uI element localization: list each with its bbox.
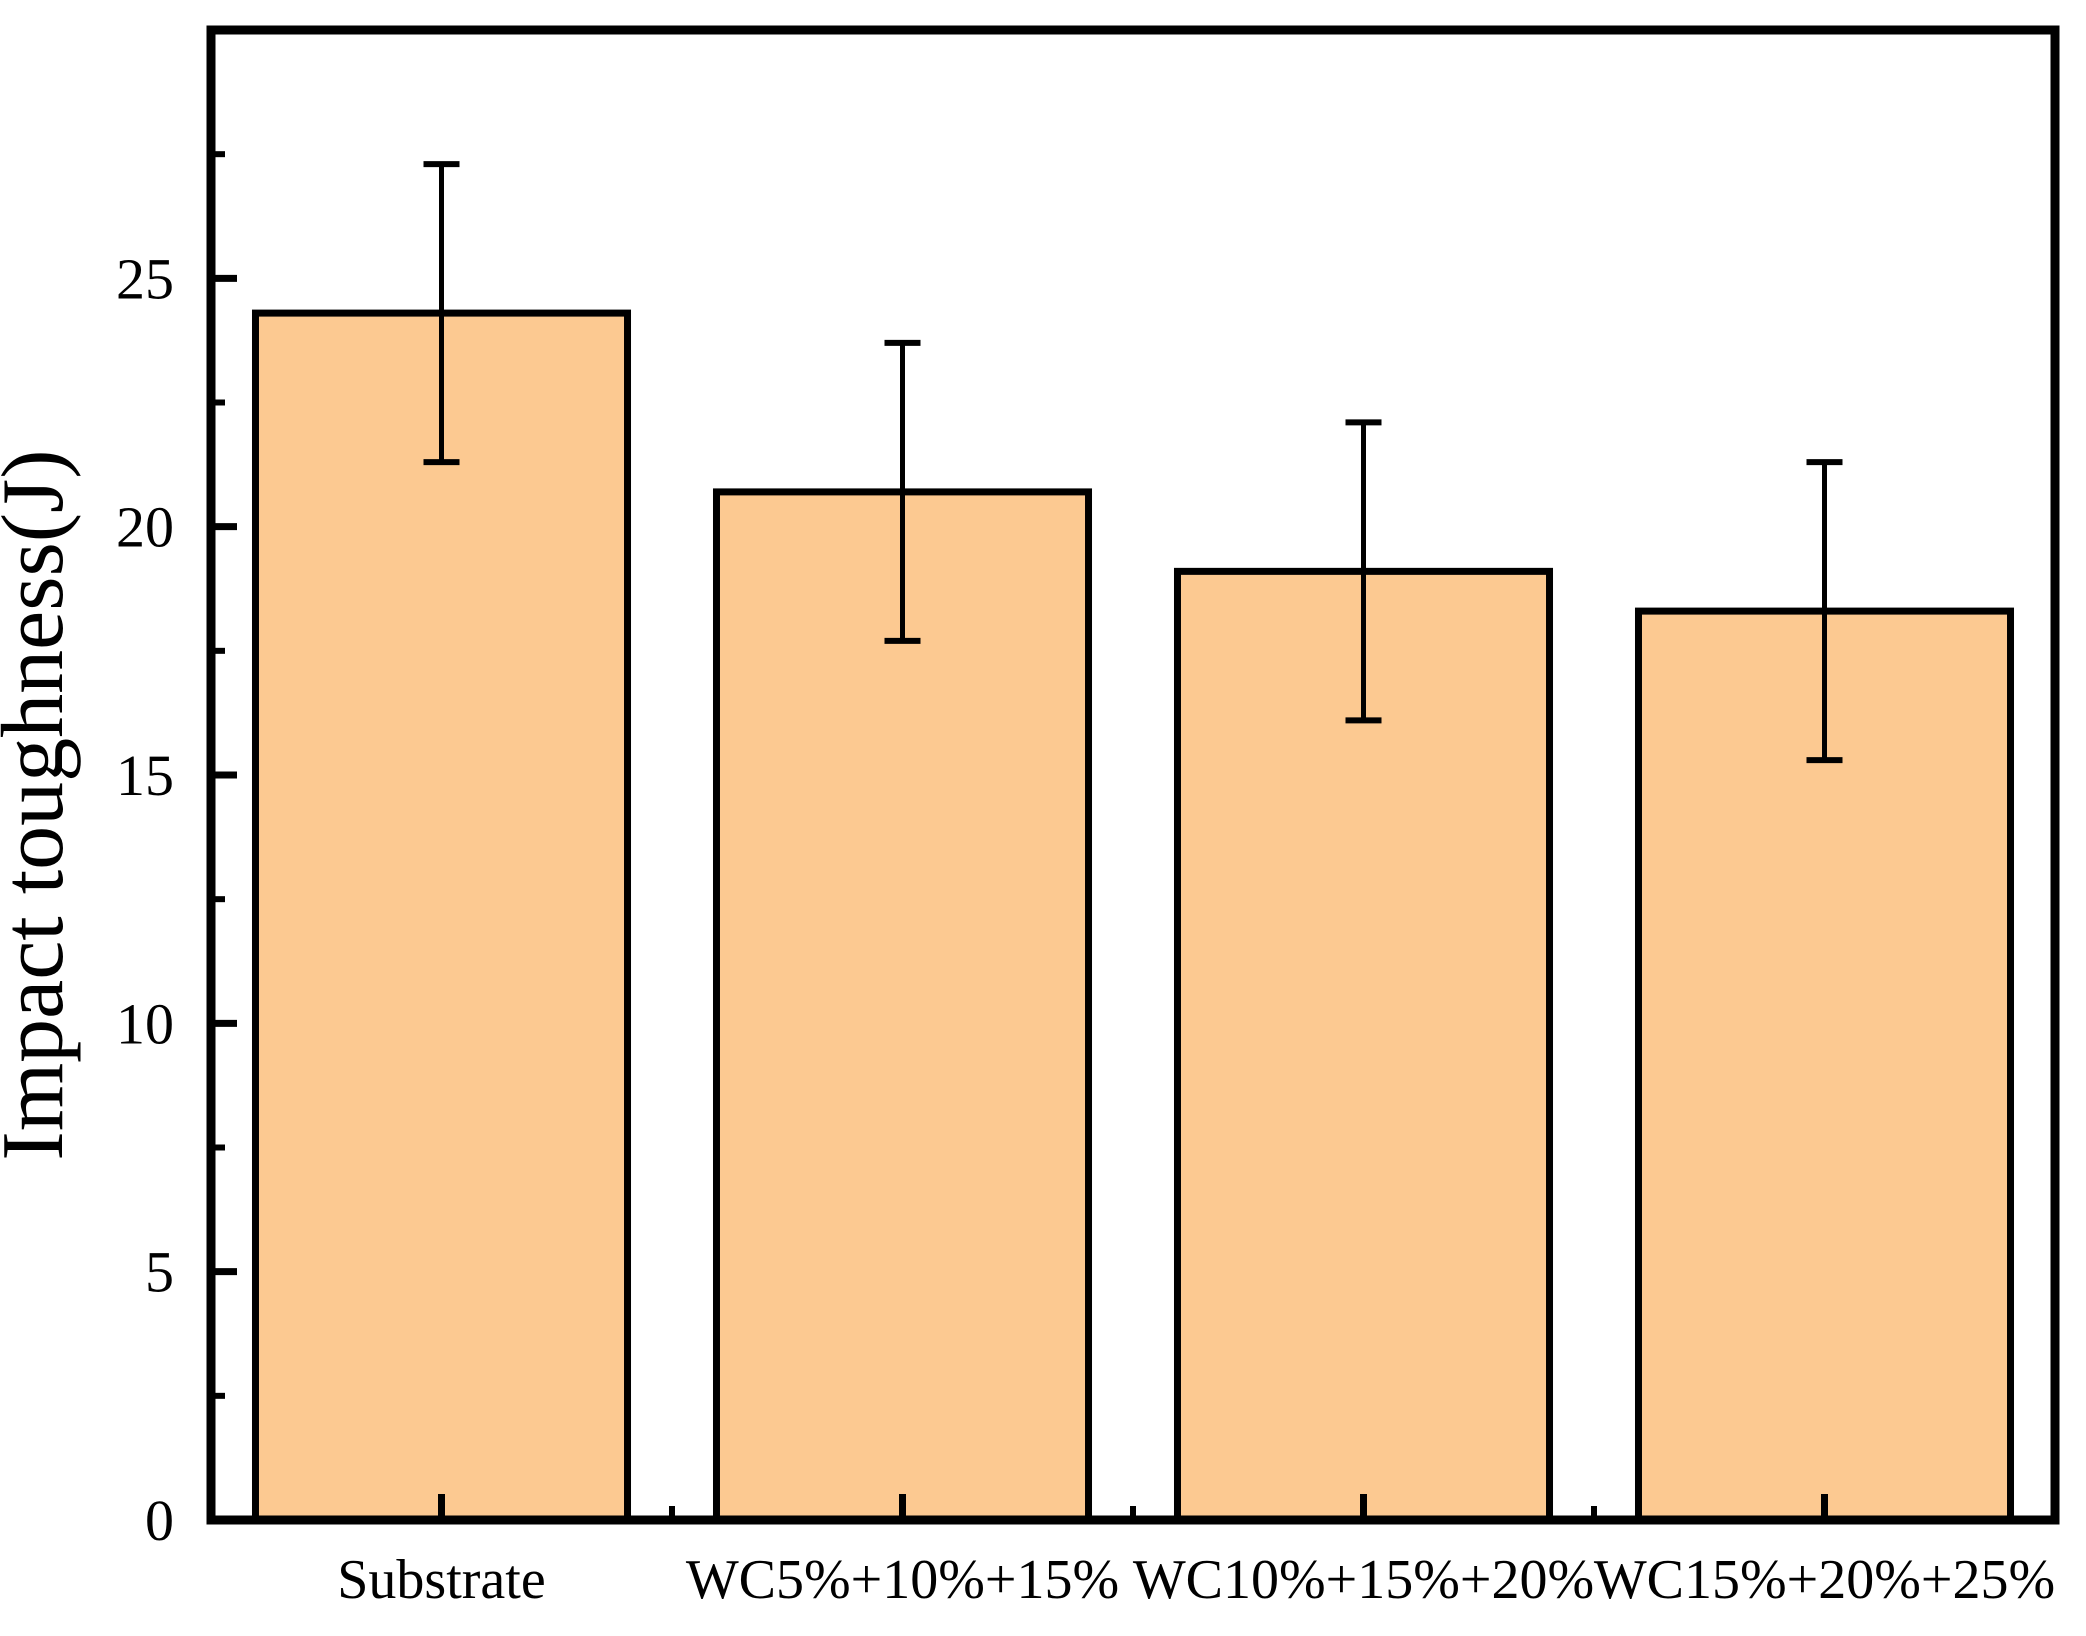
y-tick-label-5: 25 [116, 246, 174, 311]
y-tick-label-1: 5 [145, 1240, 174, 1305]
bar-2 [1173, 567, 1554, 1524]
x-tick-label-3: WC15%+20%+25% [1594, 1549, 2055, 1611]
plot-frame [206, 25, 2060, 1525]
x-tick-label-0: Substrate [337, 1549, 545, 1611]
y-tick-label-4: 20 [116, 495, 174, 560]
y-tick-label-0: 0 [145, 1488, 174, 1553]
y-tick-label-2: 10 [116, 991, 174, 1056]
x-tick-label-2: WC10%+15%+20% [1133, 1549, 1594, 1611]
y-axis-title: Impact toughness(J) [0, 449, 82, 1160]
x-tick-label-1: WC5%+10%+15% [686, 1549, 1119, 1611]
bar-0 [251, 309, 632, 1524]
bar-1 [712, 488, 1093, 1524]
y-tick-label-3: 15 [116, 743, 174, 808]
